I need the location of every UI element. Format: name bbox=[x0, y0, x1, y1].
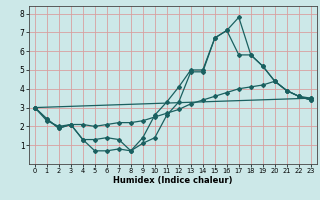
X-axis label: Humidex (Indice chaleur): Humidex (Indice chaleur) bbox=[113, 176, 233, 185]
